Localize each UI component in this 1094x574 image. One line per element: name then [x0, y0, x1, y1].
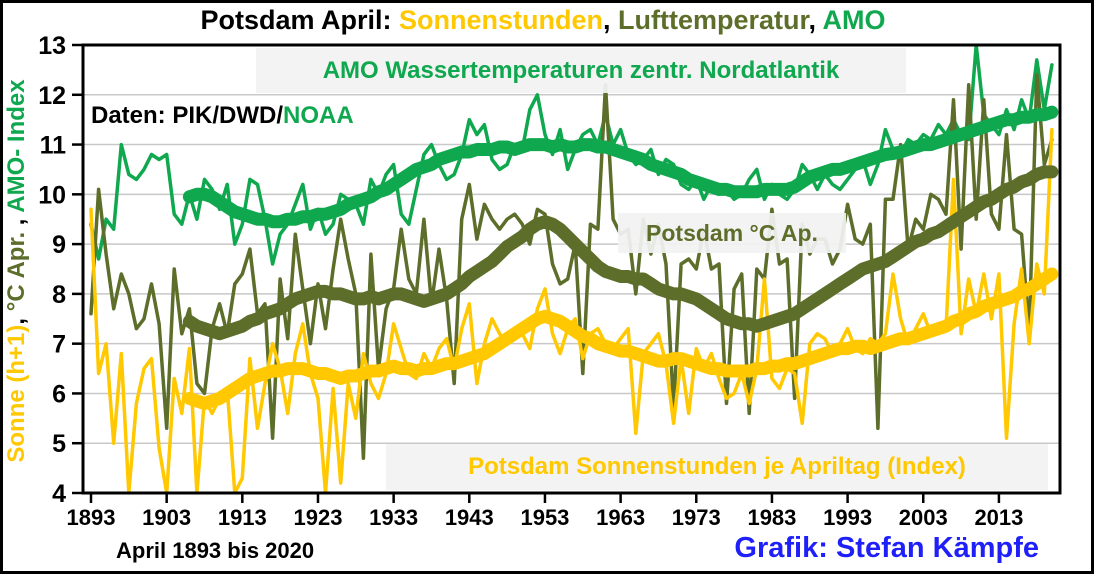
plot-area: 4 5 6 7 8 9 10 11 12 13 1893 1903 1913 1923 1933 1943 19… [38, 32, 1062, 530]
data-source-label: Daten: PIK/DWD/NOAA [91, 102, 354, 130]
page-title: Potsdam April: Sonnenstunden, Lufttemper… [3, 5, 1083, 36]
title-sep1: , [602, 5, 618, 35]
y-tick-label: 7 [52, 331, 66, 359]
y-axis-label-sun: Sonne (h+1) [3, 324, 30, 463]
y-tick-label: 4 [52, 480, 66, 508]
x-tick-label: 2003 [899, 505, 948, 530]
x-tick-label: 1903 [142, 505, 191, 530]
series-line-amo_smooth [182, 105, 1059, 229]
x-tick-label: 1983 [747, 505, 796, 530]
y-tick-label: 6 [52, 380, 66, 408]
plot-border [81, 43, 1062, 495]
y-tick-label: 5 [52, 430, 66, 458]
y-tick-label: 10 [38, 181, 66, 209]
x-tick-label: 1973 [672, 505, 721, 530]
series-line-sun_annual [89, 127, 1054, 492]
title-prefix: Potsdam April: [200, 5, 399, 35]
x-tick-label: 2013 [974, 505, 1023, 530]
title-sun: Sonnenstunden [398, 5, 603, 35]
amo-series-label: AMO Wassertemperaturen zentr. Nordatlant… [256, 48, 906, 93]
sun-series-label: Potsdam Sonnenstunden je Apriltag (Index… [386, 444, 1048, 490]
y-axis-label-sep2: , [3, 212, 30, 232]
x-tick-label: 1893 [67, 505, 116, 530]
title-sep2: , [808, 5, 823, 35]
y-tick-label: 11 [40, 132, 67, 160]
temperature-series-label: Potsdam °C Ap. [618, 213, 846, 253]
data-source-prefix: Daten: PIK/DWD/ [91, 102, 283, 129]
data-source-noaa: NOAA [283, 102, 354, 129]
credit-text: Grafik: Stefan Kämpfe [734, 532, 1039, 564]
x-tick-label: 1923 [294, 505, 343, 530]
x-tick-label: 1943 [445, 505, 494, 530]
y-axis-label-temp: °C Apr. [3, 231, 30, 312]
y-tick-label: 12 [38, 82, 66, 110]
y-tick-label: 9 [52, 231, 66, 259]
y-tick-label: 8 [52, 281, 66, 309]
series-line-temp_annual [89, 73, 1054, 460]
series-line-amo_annual [89, 46, 1054, 266]
title-amo: AMO [822, 5, 886, 35]
x-tick-label: 1913 [218, 505, 267, 530]
series-line-sun_smooth [182, 267, 1059, 410]
x-tick-label: 1963 [596, 505, 645, 530]
x-axis-caption: April 1893 bis 2020 [116, 538, 315, 563]
y-axis-label-sep1: , [3, 311, 30, 325]
y-axis-label-amo: AMO- Index [3, 79, 30, 213]
y-tick-label: 13 [38, 32, 66, 60]
x-tick-label: 1993 [823, 505, 872, 530]
x-tick-label: 1953 [520, 505, 569, 530]
x-tick-label: 1933 [369, 505, 418, 530]
series-line-temp_smooth [182, 165, 1059, 341]
title-temp: Lufttemperatur [618, 5, 809, 35]
y-axis-label: Sonne (h+1), °C Apr. , AMO- Index [3, 21, 37, 521]
